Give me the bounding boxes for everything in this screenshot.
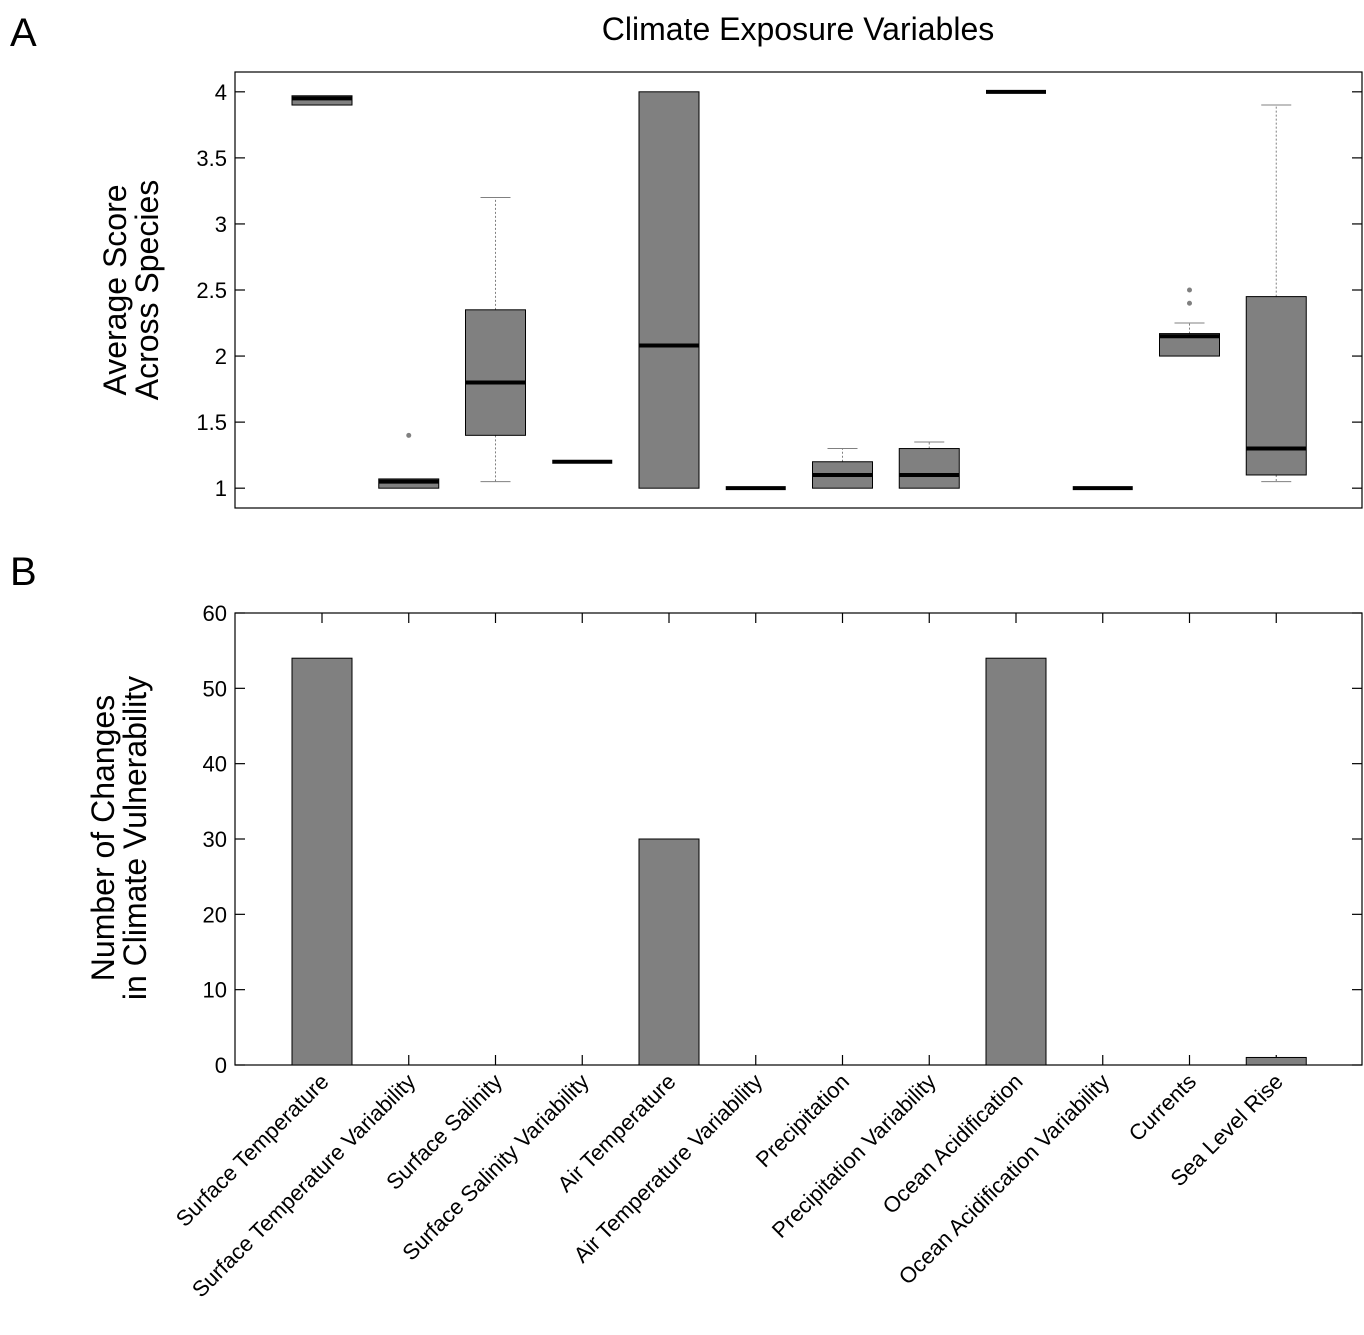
panel-a-ytick-label: 2.5 <box>196 278 227 303</box>
category-label-1: Surface Temperature <box>171 1069 334 1232</box>
panel-b-ylabel-line-1: Number of Changes <box>85 695 121 981</box>
box-12 <box>1245 104 1307 483</box>
panel-b-ytick-label: 40 <box>203 752 227 777</box>
panel-a-ytick-label: 2 <box>215 344 227 369</box>
box-2 <box>378 432 440 489</box>
panel-a-ytick-label: 3 <box>215 212 227 237</box>
panel-b-ytick-label: 60 <box>203 601 227 626</box>
panel-b-plot-frame <box>234 612 1363 1066</box>
panel-b-ytick-label: 20 <box>203 902 227 927</box>
box-outlier <box>1187 300 1192 306</box>
box-5 <box>638 91 700 489</box>
box-outlier <box>1187 287 1192 293</box>
bar-12 <box>1245 1056 1307 1066</box>
panel-a-ytick-label: 3.5 <box>196 146 227 171</box>
box-iqr <box>1245 296 1307 476</box>
panel-a-plot: 1 1.5 2 2.5 3 3.5 4 <box>196 80 1362 501</box>
panel-b-letter: B <box>10 550 37 594</box>
panel-a-ytick-label: 4 <box>215 80 227 105</box>
bar-9 <box>985 657 1047 1066</box>
box-8 <box>898 441 960 489</box>
panel-a-ylabel-line-1: Average Score <box>97 184 133 395</box>
panel-a-plot-frame <box>234 71 1363 509</box>
panel-b-ytick-label: 50 <box>203 676 227 701</box>
panel-b-y-axis-label: Number of Changes in Climate Vulnerabili… <box>85 676 153 1000</box>
box-iqr <box>1159 333 1220 357</box>
box-iqr <box>898 448 960 489</box>
panel-a-ylabel-line-2: Across Species <box>129 180 165 401</box>
box-1 <box>291 95 353 106</box>
panel-b-ylabel-line-2: in Climate Vulnerability <box>117 676 153 1000</box>
panel-a-ytick-label: 1.5 <box>196 410 227 435</box>
bar-5 <box>638 838 700 1066</box>
panel-b-ytick-label: 30 <box>203 827 227 852</box>
bar-1 <box>291 657 353 1066</box>
panel-a-letter: A <box>10 11 37 55</box>
panel-b-ytick-label: 10 <box>203 978 227 1003</box>
panel-b-ytick-label: 0 <box>215 1053 227 1078</box>
category-label-8: Precipitation Variability <box>767 1069 941 1243</box>
box-iqr <box>638 91 700 489</box>
box-7 <box>812 448 873 489</box>
panel-a-title: Climate Exposure Variables <box>602 11 994 47</box>
panel-a-ytick-label: 1 <box>215 476 227 501</box>
box-3 <box>465 197 526 483</box>
box-11 <box>1159 287 1220 357</box>
box-outlier <box>406 432 412 438</box>
panel-a-y-axis-label: Average Score Across Species <box>97 180 165 401</box>
box-iqr <box>465 309 526 436</box>
category-label-11: Currents <box>1124 1069 1201 1146</box>
